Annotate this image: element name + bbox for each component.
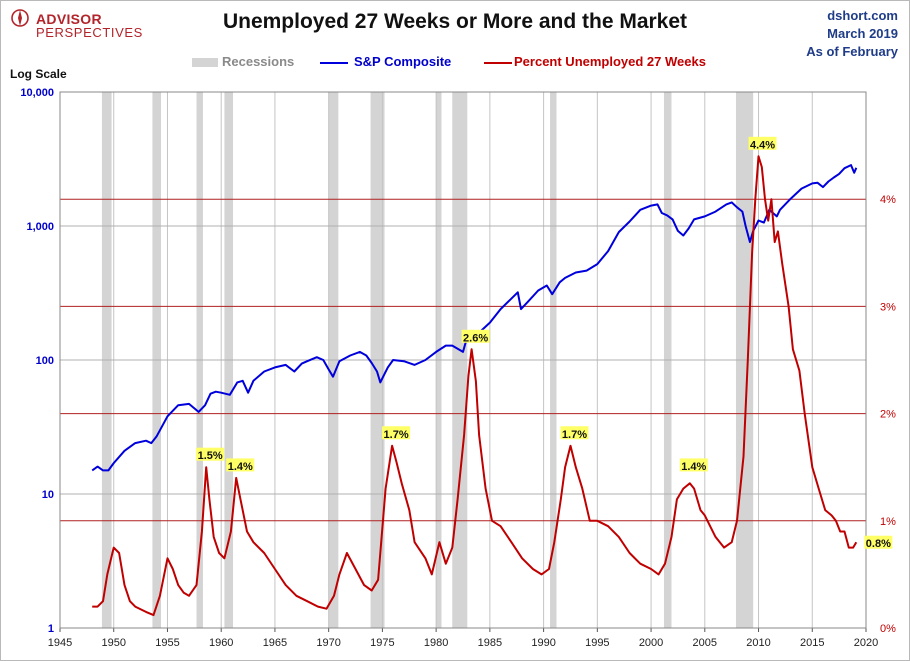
- x-tick-label: 1990: [531, 637, 555, 649]
- x-tick-label: 2015: [800, 637, 824, 649]
- x-tick-label: 2020: [854, 637, 878, 649]
- plot-border: [59, 91, 867, 629]
- left-tick-label: 10: [42, 489, 54, 501]
- callout-label: 1.4%: [228, 461, 253, 473]
- as-of-label: As of February: [806, 44, 898, 59]
- callout-box: [461, 329, 490, 343]
- chart-title: Unemployed 27 Weeks or More and the Mark…: [222, 10, 688, 33]
- left-axis-title: Log Scale: [10, 67, 67, 81]
- callout-box: [382, 426, 411, 440]
- legend-recession-swatch: [192, 58, 218, 67]
- left-tick-label: 1: [48, 623, 54, 635]
- callout-label: 1.4%: [681, 461, 706, 473]
- callout-box: [226, 458, 255, 472]
- x-tick-label: 2005: [693, 637, 717, 649]
- x-tick-label: 1950: [101, 637, 125, 649]
- callout-box: [864, 535, 893, 549]
- callout-box: [748, 136, 777, 150]
- x-tick-label: 1975: [370, 637, 394, 649]
- legend-sp-swatch: [320, 62, 348, 64]
- date-label: March 2019: [827, 26, 898, 41]
- logo-line2: PERSPECTIVES: [36, 25, 143, 40]
- unemployed-27-weeks-line: [92, 155, 858, 617]
- callout-box: [560, 426, 589, 440]
- advisor-perspectives-logo: ADVISOR PERSPECTIVES: [10, 6, 142, 40]
- source-label: dshort.com: [827, 8, 898, 23]
- x-tick-label: 1955: [155, 637, 179, 649]
- x-tick-label: 1985: [478, 637, 502, 649]
- logo-compass-icon: [11, 9, 29, 27]
- callout-label: 1.5%: [198, 450, 223, 462]
- callout-label: 2.6%: [463, 332, 488, 344]
- x-tick-label: 1970: [316, 637, 340, 649]
- x-tick-label: 1945: [48, 637, 72, 649]
- legend-unemp: Percent Unemployed 27 Weeks: [514, 54, 706, 69]
- right-tick-label: 2%: [880, 409, 896, 421]
- left-tick-label: 10,000: [20, 87, 54, 99]
- x-tick-label: 2010: [746, 637, 770, 649]
- x-tick-label: 2000: [639, 637, 663, 649]
- left-tick-label: 100: [36, 355, 54, 367]
- right-tick-label: 0%: [880, 623, 896, 635]
- x-tick-label: 1965: [263, 637, 287, 649]
- callout-box: [679, 458, 708, 472]
- x-tick-label: 1960: [209, 637, 233, 649]
- legend-recessions: Recessions: [222, 54, 295, 69]
- callout-label: 1.7%: [562, 429, 587, 441]
- x-tick-label: 1995: [585, 637, 609, 649]
- left-tick-label: 1,000: [26, 221, 54, 233]
- right-tick-label: 3%: [880, 301, 896, 313]
- callout-label: 0.8%: [866, 538, 891, 550]
- logo-line1: ADVISOR: [36, 11, 102, 27]
- legend-sp: S&P Composite: [354, 54, 452, 69]
- callout-label: 1.7%: [384, 429, 409, 441]
- callout-label: 4.4%: [750, 139, 775, 151]
- right-tick-label: 1%: [880, 516, 896, 528]
- callout-box: [196, 447, 225, 461]
- legend-unemp-swatch: [484, 62, 512, 64]
- x-tick-label: 1980: [424, 637, 448, 649]
- right-tick-label: 4%: [880, 194, 896, 206]
